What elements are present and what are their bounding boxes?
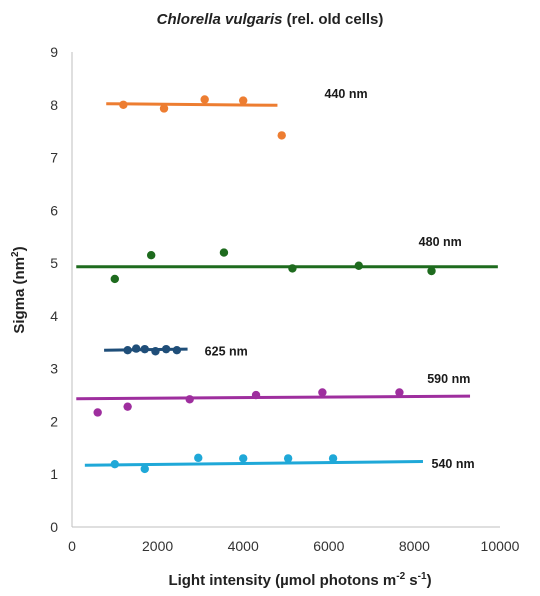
x-tick-label: 0 — [68, 538, 76, 554]
x-tick-label: 8000 — [399, 538, 430, 554]
data-point — [288, 264, 297, 273]
trend-line — [106, 102, 278, 107]
data-point — [185, 395, 194, 404]
series-label: 625 nm — [205, 344, 248, 358]
data-point — [159, 104, 169, 113]
data-point — [93, 408, 102, 417]
data-point — [140, 344, 149, 354]
x-axis-title-mid: s — [405, 572, 418, 589]
chart-title-species: Chlorella vulgaris — [157, 11, 283, 28]
series-label: 440 nm — [325, 87, 368, 101]
data-point — [132, 344, 141, 353]
data-point — [172, 345, 182, 355]
data-point — [219, 248, 229, 257]
data-point — [251, 390, 261, 400]
series-590-nm — [76, 388, 471, 417]
data-point — [140, 464, 149, 474]
y-tick-label: 9 — [50, 44, 58, 60]
data-point — [239, 454, 248, 463]
x-axis-title-end: ) — [427, 572, 432, 589]
data-point — [119, 100, 128, 109]
data-point — [328, 454, 338, 463]
x-axis-title-main: Light intensity (µmol photons m — [168, 572, 396, 589]
series-625-nm — [104, 344, 188, 356]
series-540-nm — [84, 453, 423, 474]
data-point — [123, 402, 132, 411]
data-point — [123, 345, 132, 355]
chart-title-condition: (rel. old cells) — [283, 11, 384, 28]
y-axis-title-main: Sigma (nm — [11, 257, 28, 334]
series-label: 540 nm — [432, 457, 475, 471]
series-label: 590 nm — [427, 372, 470, 386]
y-axis-ticks: 0 1 2 3 4 5 6 7 8 9 — [50, 44, 58, 535]
y-tick-label: 5 — [50, 255, 58, 271]
data-point — [318, 388, 327, 397]
data-point — [239, 96, 248, 105]
x-axis-title: Light intensity (µmol photons m-2 s-1) — [168, 571, 431, 589]
x-axis-title-sup2: -1 — [418, 571, 427, 582]
chart-title: Chlorella vulgaris (rel. old cells) — [157, 11, 384, 28]
data-point — [354, 261, 363, 270]
data-point — [395, 388, 404, 397]
plot-area: 0 1 2 3 4 5 6 7 8 9 0 2000 4000 6000 8000 10000 440 nm… — [50, 44, 519, 554]
data-point — [110, 459, 120, 469]
x-tick-label: 4000 — [228, 538, 259, 554]
y-axis-title-end: ) — [11, 246, 28, 251]
data-point — [146, 250, 156, 260]
trend-line — [84, 460, 423, 467]
y-tick-label: 7 — [50, 150, 58, 166]
data-point — [161, 344, 171, 354]
series-440-nm — [106, 95, 286, 140]
data-point — [200, 95, 209, 104]
data-point — [427, 266, 436, 276]
data-point — [194, 453, 203, 463]
x-tick-label: 6000 — [313, 538, 344, 554]
data-point — [277, 131, 286, 140]
series-layer — [76, 95, 498, 474]
x-axis-ticks: 0 2000 4000 6000 8000 10000 — [68, 538, 520, 554]
data-point — [151, 347, 160, 356]
x-axis-title-sup1: -2 — [396, 571, 405, 582]
x-tick-label: 10000 — [481, 538, 520, 554]
y-tick-label: 8 — [50, 97, 58, 113]
data-point — [283, 454, 293, 463]
y-tick-label: 0 — [50, 519, 58, 535]
y-tick-label: 1 — [50, 466, 58, 482]
series-label: 480 nm — [419, 235, 462, 249]
y-tick-label: 2 — [50, 413, 58, 429]
y-tick-label: 4 — [50, 308, 58, 324]
trend-line — [76, 394, 471, 401]
y-axis-title-sup: 2 — [10, 251, 21, 257]
series-labels: 440 nm 480 nm 625 nm 590 nm 540 nm — [205, 87, 475, 471]
y-axis-title: Sigma (nm2) — [10, 246, 28, 333]
x-tick-label: 2000 — [142, 538, 173, 554]
y-tick-label: 3 — [50, 361, 58, 377]
series-480-nm — [76, 248, 498, 284]
y-tick-label: 6 — [50, 202, 58, 218]
data-point — [110, 274, 120, 284]
